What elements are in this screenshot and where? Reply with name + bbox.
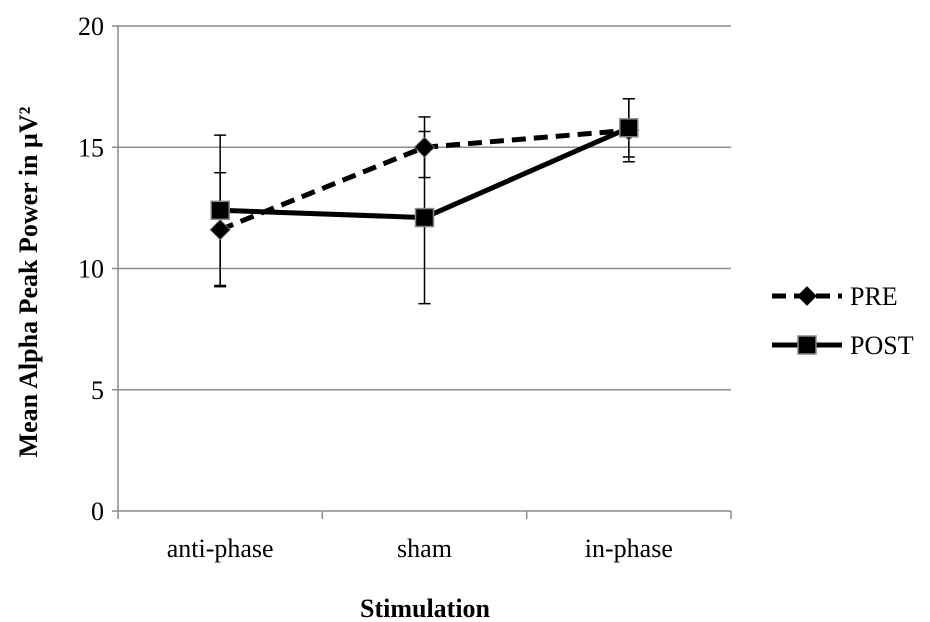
x-axis-title: Stimulation: [360, 594, 491, 622]
legend-label-post: POST: [850, 331, 914, 360]
series-markers: [209, 118, 640, 241]
legend-marker-pre: [797, 286, 817, 306]
y-tick-label-15: 15: [78, 133, 104, 162]
axes: [112, 25, 732, 519]
data-point-pre-0: [209, 219, 231, 241]
x-tick-label-sham: sham: [397, 534, 452, 563]
y-tick-labels: 0 5 10 15 20: [78, 12, 104, 526]
error-bars: [214, 98, 635, 305]
legend-item-pre: PRE: [772, 282, 898, 311]
legend-marker-post: [797, 335, 817, 355]
data-point-post-2: [619, 118, 639, 138]
data-point-post-1: [414, 207, 435, 228]
x-tick-label-in-phase: in-phase: [585, 534, 673, 563]
legend-item-post: POST: [772, 331, 914, 360]
y-tick-label-5: 5: [91, 376, 104, 405]
legend-label-pre: PRE: [850, 282, 898, 311]
x-tick-labels: anti-phase sham in-phase: [167, 534, 673, 563]
y-axis-title: Mean Alpha Peak Power in µV²: [14, 106, 43, 457]
x-tick-label-anti-phase: anti-phase: [167, 534, 274, 563]
y-tick-label-20: 20: [78, 12, 104, 41]
y-tick-label-0: 0: [91, 497, 104, 526]
legend: PRE POST: [772, 282, 914, 360]
data-point-pre-1: [413, 136, 436, 158]
y-tick-label-10: 10: [78, 255, 104, 284]
data-point-post-0: [210, 200, 230, 221]
